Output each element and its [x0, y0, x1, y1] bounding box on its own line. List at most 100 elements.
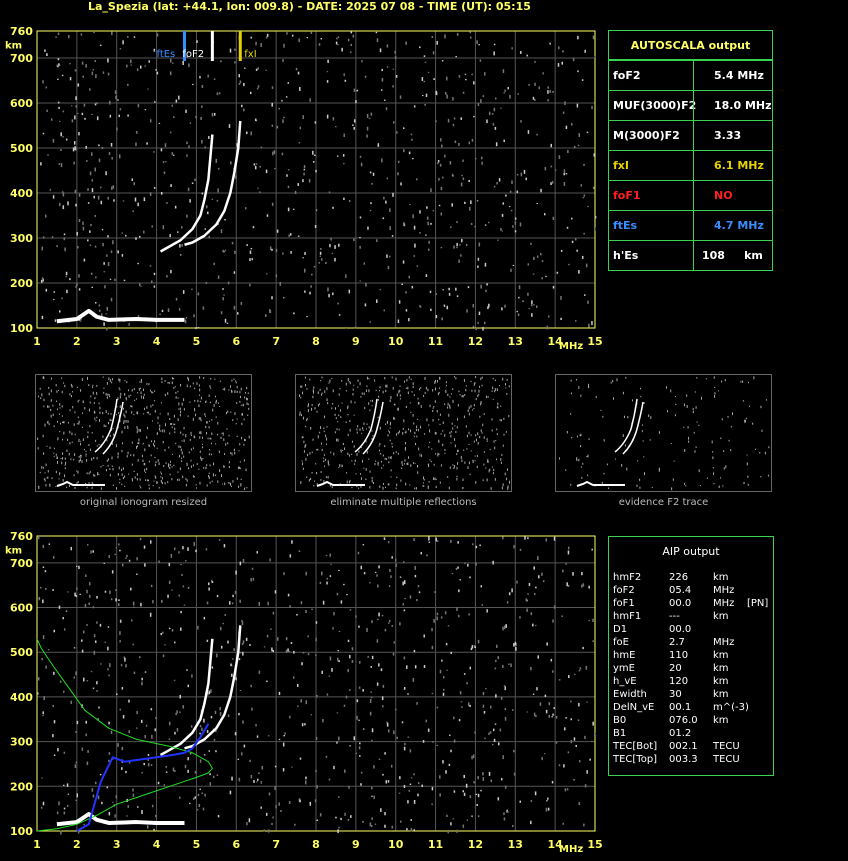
noise-dot	[47, 649, 50, 651]
noise-dot	[480, 585, 483, 588]
noise-dot	[315, 654, 317, 656]
noise-dot	[394, 558, 397, 562]
noise-dot	[383, 537, 386, 540]
thumb-dot	[351, 453, 353, 456]
thumb-dot	[477, 432, 479, 436]
noise-dot	[257, 85, 260, 88]
thumb-dot	[85, 450, 87, 452]
thumb-dot	[62, 438, 64, 441]
thumb-dot	[476, 465, 478, 469]
noise-dot	[119, 631, 121, 635]
thumb-dot	[189, 439, 191, 441]
thumb-dot	[578, 458, 580, 462]
noise-dot	[362, 728, 365, 730]
thumb-dot	[475, 434, 477, 437]
aip-name: foE	[613, 637, 629, 648]
thumb-dot	[97, 472, 99, 476]
thumb-dot	[355, 473, 357, 475]
noise-dot	[504, 716, 507, 721]
thumb-dot	[215, 416, 217, 418]
noise-dot	[134, 197, 137, 202]
noise-dot	[344, 812, 346, 816]
noise-dot	[193, 542, 196, 546]
noise-dot	[115, 547, 118, 549]
thumb-dot	[163, 429, 165, 433]
noise-dot	[377, 143, 380, 147]
thumb-dot	[177, 390, 179, 393]
noise-dot	[210, 715, 213, 719]
noise-dot	[594, 216, 597, 219]
noise-dot	[512, 225, 514, 228]
thumb-dot	[181, 457, 183, 459]
noise-dot	[445, 770, 447, 774]
thumb-dot	[239, 400, 241, 403]
noise-dot	[447, 829, 449, 834]
noise-dot	[282, 742, 285, 747]
noise-dot	[482, 95, 485, 98]
thumb-dot	[321, 392, 323, 395]
noise-dot	[420, 551, 423, 555]
thumb-dot	[302, 436, 304, 439]
noise-dot	[423, 55, 426, 57]
thumb-dot	[713, 394, 715, 398]
noise-dot	[83, 630, 85, 634]
thumb-dot	[622, 434, 624, 437]
noise-dot	[332, 292, 334, 296]
noise-dot	[74, 592, 76, 597]
noise-dot	[288, 650, 291, 653]
thumb-dot	[143, 413, 145, 415]
noise-dot	[74, 146, 76, 151]
noise-dot	[194, 178, 196, 182]
thumb-dot	[76, 482, 78, 485]
thumb-dot	[311, 403, 313, 406]
noise-dot	[366, 126, 369, 131]
noise-dot	[403, 609, 406, 612]
thumb-dot	[383, 482, 385, 485]
noise-dot	[400, 182, 402, 186]
thumb-dot	[186, 384, 188, 388]
thumb-dot	[42, 376, 44, 379]
thumb-dot	[43, 478, 45, 480]
thumb-dot	[316, 449, 318, 451]
noise-dot	[259, 165, 261, 168]
thumb-dot	[312, 390, 314, 394]
x-unit-label: MHz	[559, 341, 583, 350]
thumb-dot	[155, 476, 157, 479]
noise-dot	[441, 317, 443, 321]
noise-dot	[369, 321, 371, 323]
thumb-dot	[721, 418, 723, 421]
noise-dot	[144, 671, 147, 673]
noise-dot	[343, 133, 345, 137]
thumb-dot	[388, 461, 390, 464]
thumb-dot	[588, 386, 590, 388]
thumb-dot	[365, 389, 367, 392]
aip-unit: km	[713, 715, 729, 726]
thumb-dot	[504, 472, 506, 476]
thumbnail-caption-original: original ionogram resized	[79, 497, 208, 508]
thumb-dot	[78, 399, 80, 401]
noise-dot	[66, 289, 68, 294]
thumb-dot	[177, 471, 179, 473]
thumb-dot	[236, 385, 238, 389]
noise-dot	[546, 325, 549, 330]
thumb-dot	[351, 440, 353, 443]
thumb-dot	[631, 399, 633, 402]
thumb-dot	[483, 436, 485, 439]
noise-dot	[513, 772, 516, 776]
noise-dot	[466, 819, 469, 821]
noise-dot	[108, 674, 110, 677]
thumb-dot	[474, 455, 476, 457]
noise-dot	[332, 627, 334, 630]
thumb-dot	[247, 414, 249, 416]
thumb-dot	[311, 451, 313, 454]
thumb-dot	[368, 389, 370, 393]
thumb-dot	[127, 420, 129, 423]
thumb-dot	[215, 399, 217, 403]
noise-dot	[210, 689, 212, 693]
noise-dot	[368, 117, 371, 120]
thumb-dot	[371, 405, 373, 407]
noise-dot	[494, 126, 497, 130]
thumb-dot	[417, 464, 419, 468]
noise-dot	[300, 601, 303, 605]
noise-dot	[536, 255, 539, 258]
